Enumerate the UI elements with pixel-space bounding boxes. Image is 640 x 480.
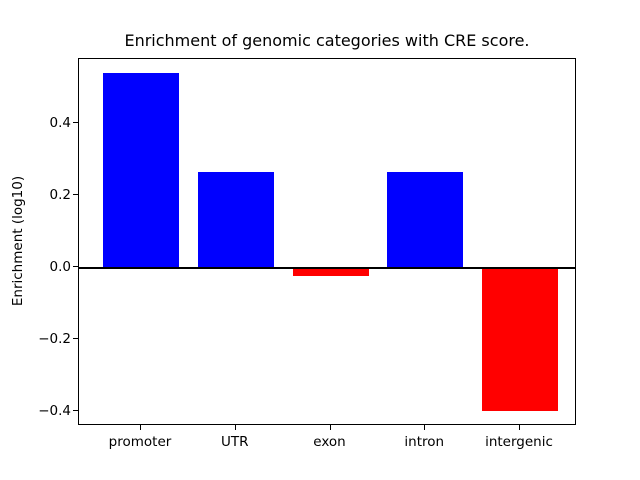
chart-title: Enrichment of genomic categories with CR…	[124, 31, 530, 50]
y-tick-label: 0.0	[49, 258, 71, 275]
y-tick-label: −0.4	[38, 402, 71, 419]
x-tick-mark	[329, 425, 331, 430]
bar-intron	[387, 172, 464, 268]
x-tick-mark	[519, 425, 520, 430]
bar-intergenic	[482, 267, 558, 411]
bar-promoter	[103, 73, 179, 268]
y-tick-label: 0.2	[49, 186, 71, 203]
y-tick-mark	[73, 410, 78, 412]
y-tick-label: 0.4	[49, 114, 71, 131]
bar-exon	[292, 267, 369, 276]
y-tick-label: −0.2	[38, 330, 71, 347]
x-tick-mark	[424, 425, 426, 430]
y-tick-mark	[73, 338, 78, 340]
x-tick-label-exon: exon	[313, 434, 346, 450]
zero-baseline	[79, 266, 575, 269]
plot-area	[78, 58, 576, 425]
bar-UTR	[197, 172, 274, 268]
x-tick-mark	[234, 425, 236, 430]
y-tick-mark	[73, 194, 78, 196]
x-tick-label-intergenic: intergenic	[485, 434, 553, 450]
x-tick-label-promoter: promoter	[108, 434, 172, 450]
y-tick-mark	[73, 122, 78, 124]
x-tick-label-UTR: UTR	[220, 434, 249, 450]
x-tick-label-intron: intron	[404, 434, 445, 450]
y-tick-mark	[73, 266, 78, 268]
x-tick-mark	[140, 425, 141, 430]
